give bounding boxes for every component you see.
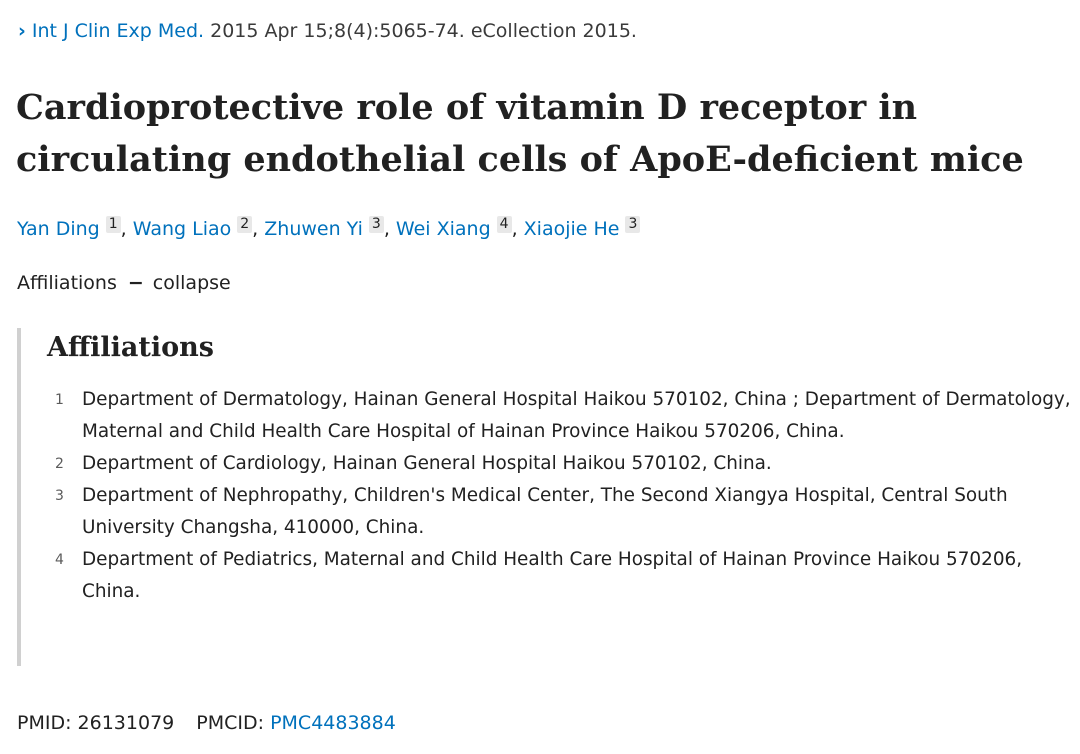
author-link[interactable]: Wei Xiang — [395, 218, 491, 240]
author-entry: Zhuwen Yi 3, — [264, 216, 396, 240]
author-separator: , — [252, 218, 259, 240]
affiliation-number: 2 — [55, 456, 64, 472]
affiliations-list: 1 Department of Dermatology, Hainan Gene… — [55, 384, 1071, 608]
citation-line: › Int J Clin Exp Med. 2015 Apr 15;8(4):50… — [18, 17, 637, 45]
author-link[interactable]: Zhuwen Yi — [264, 218, 363, 240]
author-link[interactable]: Wang Liao — [132, 218, 232, 240]
author-link[interactable]: Yan Ding — [17, 218, 100, 240]
affiliations-panel: Affiliations 1 Department of Dermatology… — [17, 328, 1071, 666]
affiliation-text: Department of Nephropathy, Children's Me… — [82, 485, 1008, 538]
pmid-label: PMID: — [17, 712, 72, 734]
article-title: Cardioprotective role of vitamin D recep… — [16, 87, 1024, 180]
author-separator: , — [120, 218, 127, 240]
affiliation-ref[interactable]: 3 — [368, 216, 384, 233]
collapse-action[interactable]: collapse — [152, 272, 231, 294]
author-link[interactable]: Xiaojie He — [523, 218, 620, 240]
affiliation-item: 3 Department of Nephropathy, Children's … — [55, 480, 1071, 544]
article-identifiers: PMID: 26131079 PMCID: PMC4483884 — [17, 708, 396, 738]
affiliation-number: 1 — [55, 392, 64, 408]
author-entry: Xiaojie He 3 — [523, 216, 641, 240]
affiliation-text: Department of Dermatology, Hainan Genera… — [82, 389, 1071, 442]
affiliation-text: Department of Cardiology, Hainan General… — [82, 453, 772, 474]
pmid-value: 26131079 — [77, 712, 175, 734]
author-separator: , — [511, 218, 518, 240]
citation-details: 2015 Apr 15;8(4):5065-74. eCollection 20… — [204, 20, 637, 42]
affiliation-item: 2 Department of Cardiology, Hainan Gener… — [55, 448, 1071, 480]
affiliation-number: 3 — [55, 488, 64, 504]
affiliation-text: Department of Pediatrics, Maternal and C… — [82, 549, 1023, 602]
pmcid-label: PMCID: — [196, 712, 265, 734]
pmcid-link[interactable]: PMC4483884 — [270, 712, 396, 734]
affiliation-item: 1 Department of Dermatology, Hainan Gene… — [55, 384, 1071, 448]
affiliations-heading: Affiliations — [47, 332, 214, 363]
minus-icon: − — [127, 272, 144, 294]
affiliation-item: 4 Department of Pediatrics, Maternal and… — [55, 544, 1071, 608]
author-entry: Yan Ding 1, — [17, 216, 133, 240]
affiliations-toggle-label: Affiliations — [17, 272, 117, 294]
affiliations-toggle[interactable]: Affiliations − collapse — [17, 268, 231, 298]
affiliation-ref[interactable]: 1 — [105, 216, 121, 233]
journal-link[interactable]: Int J Clin Exp Med. — [31, 20, 205, 42]
author-entry: Wang Liao 2, — [132, 216, 265, 240]
affiliation-number: 4 — [55, 552, 64, 568]
author-list: Yan Ding 1, Wang Liao 2, Zhuwen Yi 3, Wei X… — [17, 214, 641, 244]
affiliation-ref[interactable]: 2 — [237, 216, 253, 233]
affiliation-ref[interactable]: 3 — [625, 216, 641, 233]
chevron-right-icon[interactable]: › — [18, 20, 26, 42]
author-separator: , — [383, 218, 390, 240]
author-entry: Wei Xiang 4, — [395, 216, 524, 240]
affiliation-ref[interactable]: 4 — [496, 216, 512, 233]
